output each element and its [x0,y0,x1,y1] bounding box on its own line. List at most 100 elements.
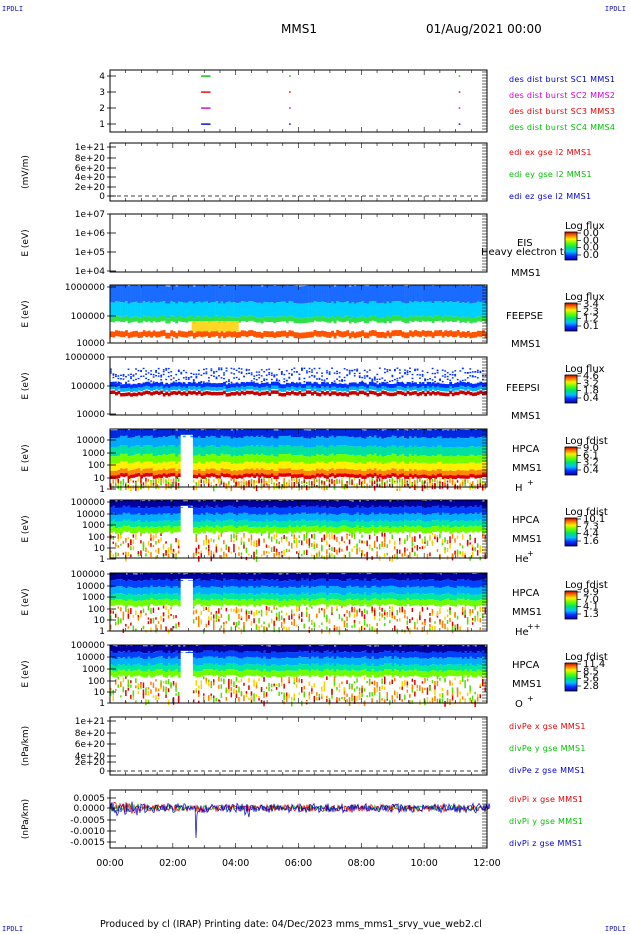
y-tick-label: 10 [94,616,106,626]
colorbar-tick-label: 4.4 [583,529,599,540]
burst-mark [458,107,461,109]
legend-entry: edi ex gse l2 MMS1 [509,148,592,157]
y-tick-label: 1 [99,627,105,637]
y-tick-label: 100 [88,677,105,687]
colorbar-tick-label: 4.6 [583,371,599,382]
y-tick-label: 10 [94,474,106,484]
panel-feepsi: 1000000 100000 10000 E (eV) FEEPSI MMS1 Log fl… [21,353,605,422]
legend-entry: divPe z gse MMS1 [509,766,585,775]
spacecraft-label: MMS1 [512,534,542,545]
x-tick-label: 00:00 [96,858,123,869]
y-tick-label: 10000 [76,339,105,349]
y-tick-label: 1e+04 [75,267,106,277]
spacecraft-title: MMS1 [281,22,317,36]
y-tick-label: 2 [99,104,105,114]
colorbar-tick-label: 9.9 [583,587,599,598]
y-tick-label: 2e+20 [75,183,106,193]
colorbar [564,302,578,332]
y-tick-label: 0 [99,192,105,202]
instrument-label: HPCA [512,444,540,455]
legend-entry: des dist burst SC1 MMS1 [509,75,615,84]
legend-entry: edi ez gse l2 MMS1 [509,192,591,201]
series-line [109,802,491,814]
colorbar-tick-label: 2.3 [583,306,599,317]
spacecraft-label: MMS1 [511,339,541,350]
spacecraft-label: MMS1 [511,268,541,279]
legend-entry: divPi x gse MMS1 [509,795,583,804]
y-tick-label: 1e+21 [75,143,105,153]
colorbar [564,374,578,404]
colorbar-tick-label: 8.5 [583,666,599,677]
colorbar-tick-label: 3.2 [583,458,599,469]
y-tick-label: 4e+20 [75,173,106,183]
colorbar-tick-label: 1.8 [583,386,599,397]
y-tick-label: 1 [99,120,105,130]
legend-entry: des dist burst SC3 MMS3 [509,107,615,116]
y-tick-label: 1e+21 [75,717,105,727]
colorbar-label: Log fdist [565,652,608,663]
y-axis-label: (mV/m) [21,155,31,189]
legend-entry: des dist burst SC4 MMS4 [509,123,615,132]
y-tick-label: -0.0015 [70,838,105,848]
colorbar-tick-label: 3.2 [583,378,599,389]
burst-mark [201,123,211,125]
y-tick-label: 1000 [82,521,105,531]
panel-eis: 1e+07 1e+06 1e+05 1e+04 E (eV) EIS MMS1 Heavy e… [21,210,605,279]
x-axis: 00:00 02:00 04:00 06:00 08:00 10:00 12:00 [96,858,500,869]
colorbar-tick-label: 1.2 [583,314,599,325]
corner-tag-top-left: IPDLI [2,5,24,13]
colorbar-tick-label: 0.1 [583,321,599,332]
y-tick-label: 4 [99,72,105,82]
x-tick-label: 02:00 [159,858,186,869]
y-tick-label: 1000 [82,593,105,603]
burst-mark [201,107,211,109]
y-tick-label: 10 [94,688,106,698]
legend-entry: divPe y gse MMS1 [509,744,586,753]
y-tick-label: 6e+20 [75,740,106,750]
panel-burst: 4 3 2 1 des dist burst SC1 MMS1 des dist burs… [99,69,615,133]
colorbar [564,446,578,476]
burst-mark [201,75,211,77]
species-label: O [515,699,523,710]
y-tick-label: 1e+05 [75,248,105,258]
burst-mark [289,123,291,125]
corner-tag-bottom-right: IPDLI [604,925,626,933]
burst-mark [289,91,291,93]
y-tick-label: 4e+20 [75,752,106,762]
legend-entry: divPe x gse MMS1 [509,722,586,731]
colorbar-tick-label: 9.0 [583,443,599,454]
y-tick-label: 100000 [71,641,106,651]
y-tick-label: 1000000 [65,353,105,363]
colorbar [564,662,578,692]
y-tick-label: 2e+20 [75,758,106,768]
y-axis-label: (nPa/km) [21,799,31,839]
y-tick-label: 10000 [76,510,105,520]
instrument-label: FEEPSE [506,311,543,322]
y-tick-label: 1000000 [65,283,105,293]
instrument-label: HPCA [512,588,540,599]
y-tick-label: 0.0000 [74,804,106,814]
colorbar-tick-label: 5.6 [583,674,599,685]
y-tick-label: 1000 [82,665,105,675]
y-tick-label: 10000 [76,436,105,446]
overlay-label: Heavy electron to [481,247,570,258]
colorbar-tick-label: 1.3 [583,609,599,620]
y-tick-label: 3 [99,88,105,98]
y-axis-label: E (eV) [21,300,31,327]
y-tick-label: 1 [99,485,105,495]
spacecraft-label: MMS1 [511,411,541,422]
instrument-label: HPCA [512,660,540,671]
spacecraft-label: MMS1 [512,463,542,474]
y-tick-label: 1e+06 [75,229,106,239]
x-tick-label: 10:00 [410,858,437,869]
burst-mark [458,91,461,93]
y-axis-label: E (eV) [21,588,31,615]
y-tick-label: 0 [99,767,105,777]
y-tick-label: 8e+20 [75,154,106,164]
y-axis-label: E (eV) [21,229,31,256]
colorbar-tick-label: 0.4 [583,465,599,476]
